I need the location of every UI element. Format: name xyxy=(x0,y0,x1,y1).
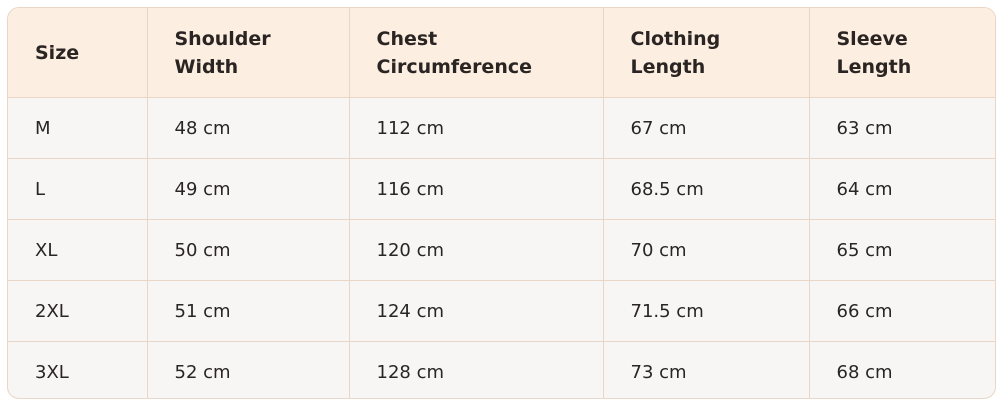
measure-cell: 51 cm xyxy=(146,280,350,342)
measure-cell: 67 cm xyxy=(602,97,810,159)
measure-cell: 120 cm xyxy=(348,219,604,281)
size-cell: 2XL xyxy=(8,280,148,342)
size-cell: M xyxy=(8,97,148,159)
size-table-container: Size Shoulder Width Chest Circumference Clo… xyxy=(7,7,996,399)
header-cell: Chest Circumference xyxy=(348,8,604,98)
size-cell: 3XL xyxy=(8,341,148,398)
header-cell: Clothing Length xyxy=(602,8,810,98)
measure-cell: 71.5 cm xyxy=(602,280,810,342)
measure-cell: 48 cm xyxy=(146,97,350,159)
table-header: Size Shoulder Width Chest Circumference Clo… xyxy=(8,8,995,98)
measure-cell: 63 cm xyxy=(808,97,995,159)
measure-cell: 73 cm xyxy=(602,341,810,398)
table-row: L 49 cm 116 cm 68.5 cm 64 cm xyxy=(8,158,995,220)
measure-cell: 70 cm xyxy=(602,219,810,281)
measure-cell: 65 cm xyxy=(808,219,995,281)
measure-cell: 66 cm xyxy=(808,280,995,342)
measure-cell: 64 cm xyxy=(808,158,995,220)
size-cell: L xyxy=(8,158,148,220)
size-cell: XL xyxy=(8,219,148,281)
header-cell: Sleeve Length xyxy=(808,8,995,98)
measure-cell: 116 cm xyxy=(348,158,604,220)
measure-cell: 52 cm xyxy=(146,341,350,398)
header-row: Size Shoulder Width Chest Circumference Clo… xyxy=(8,8,995,98)
measure-cell: 50 cm xyxy=(146,219,350,281)
header-cell: Size xyxy=(8,8,148,98)
measure-cell: 68 cm xyxy=(808,341,995,398)
table-body: M 48 cm 112 cm 67 cm 63 cm L 49 cm 116 cm 68.5 c… xyxy=(8,97,995,398)
table-row: XL 50 cm 120 cm 70 cm 65 cm xyxy=(8,219,995,281)
measure-cell: 68.5 cm xyxy=(602,158,810,220)
size-table: Size Shoulder Width Chest Circumference Clo… xyxy=(8,8,995,398)
measure-cell: 128 cm xyxy=(348,341,604,398)
measure-cell: 124 cm xyxy=(348,280,604,342)
table-row: 3XL 52 cm 128 cm 73 cm 68 cm xyxy=(8,341,995,398)
measure-cell: 49 cm xyxy=(146,158,350,220)
measure-cell: 112 cm xyxy=(348,97,604,159)
table-row: 2XL 51 cm 124 cm 71.5 cm 66 cm xyxy=(8,280,995,342)
header-cell: Shoulder Width xyxy=(146,8,350,98)
table-row: M 48 cm 112 cm 67 cm 63 cm xyxy=(8,97,995,159)
